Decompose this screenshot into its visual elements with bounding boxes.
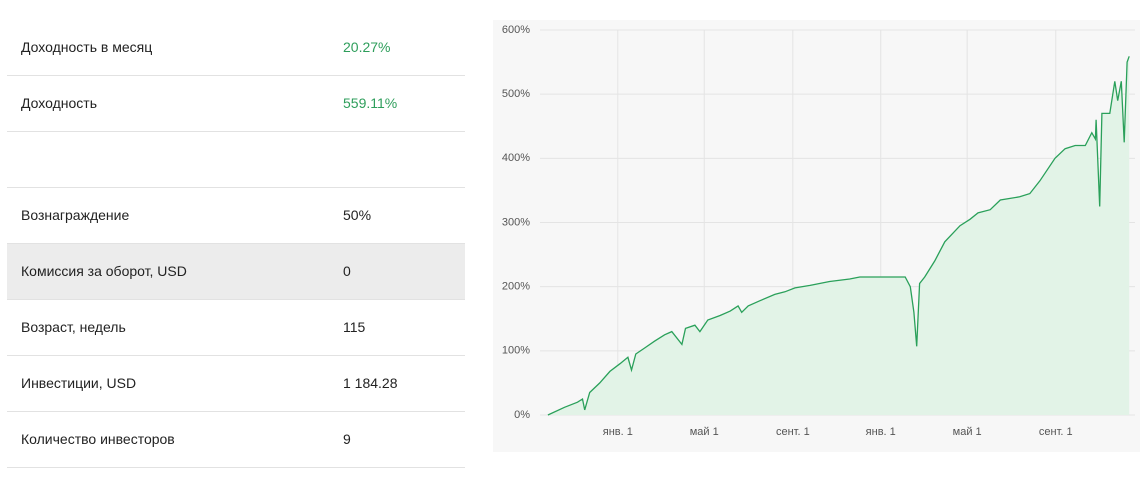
y-tick-label: 0% xyxy=(514,409,530,421)
x-tick-label: сент. 1 xyxy=(1039,426,1073,438)
row-value: 20.27% xyxy=(343,39,391,55)
table-row: Комиссия за оборот, USD 0 xyxy=(7,244,465,300)
row-value: 50% xyxy=(343,207,372,223)
row-label: Возраст, недель xyxy=(21,319,126,335)
y-tick-label: 300% xyxy=(502,216,530,228)
y-tick-label: 600% xyxy=(502,24,530,36)
table-row: Доходность 559.11% xyxy=(7,76,465,132)
stats-table: Доходность в месяц 20.27% Доходность 559.1… xyxy=(7,20,465,468)
row-label: Доходность xyxy=(21,95,97,111)
x-tick-label: янв. 1 xyxy=(866,426,896,438)
row-value: 559.11% xyxy=(343,95,398,111)
row-value: 0 xyxy=(343,263,351,279)
x-tick-label: янв. 1 xyxy=(603,426,633,438)
table-row: Инвестиции, USD 1 184.28 xyxy=(7,356,465,412)
x-tick-label: май 1 xyxy=(690,426,719,438)
y-tick-label: 500% xyxy=(502,88,530,100)
line xyxy=(547,56,1130,416)
y-tick-label: 200% xyxy=(502,281,530,293)
table-row: Количество инвесторов 9 xyxy=(7,412,465,468)
row-value: 9 xyxy=(343,431,351,447)
y-tick-label: 400% xyxy=(502,152,530,164)
row-value: 1 184.28 xyxy=(343,375,398,391)
table-row: Возраст, недель 115 xyxy=(7,300,465,356)
row-value: 115 xyxy=(343,319,366,335)
x-tick-label: май 1 xyxy=(953,426,982,438)
area xyxy=(547,56,1130,416)
row-label: Комиссия за оборот, USD xyxy=(21,263,187,279)
row-label: Количество инвесторов xyxy=(21,431,175,447)
table-row: Доходность в месяц 20.27% xyxy=(7,20,465,76)
row-label: Инвестиции, USD xyxy=(21,375,137,391)
table-row: Вознаграждение 50% xyxy=(7,188,465,244)
row-label: Доходность в месяц xyxy=(21,39,153,55)
y-tick-label: 100% xyxy=(502,345,530,357)
x-tick-label: сент. 1 xyxy=(776,426,810,438)
empty-row xyxy=(7,132,465,188)
row-label: Вознаграждение xyxy=(21,207,130,223)
